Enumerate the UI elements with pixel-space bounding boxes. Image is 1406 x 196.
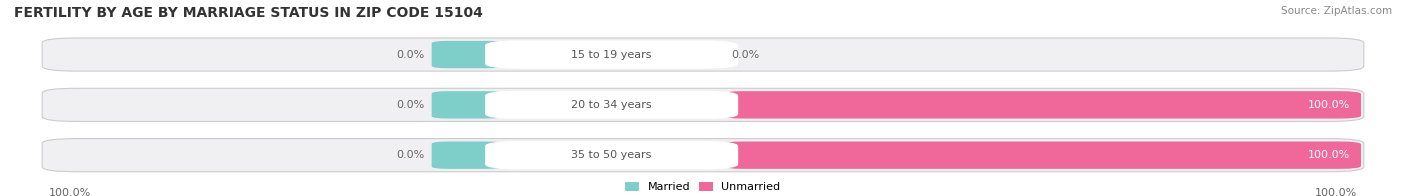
Text: FERTILITY BY AGE BY MARRIAGE STATUS IN ZIP CODE 15104: FERTILITY BY AGE BY MARRIAGE STATUS IN Z… [14,6,482,20]
Legend: Married, Unmarried: Married, Unmarried [626,182,780,192]
FancyBboxPatch shape [723,91,1361,119]
Text: 100.0%: 100.0% [1308,150,1350,160]
FancyBboxPatch shape [432,41,503,68]
FancyBboxPatch shape [432,91,503,119]
Text: 15 to 19 years: 15 to 19 years [571,50,652,60]
FancyBboxPatch shape [42,139,1364,172]
Text: 0.0%: 0.0% [396,150,425,160]
FancyBboxPatch shape [432,142,503,169]
Text: 100.0%: 100.0% [1315,188,1357,196]
FancyBboxPatch shape [485,91,738,119]
FancyBboxPatch shape [485,40,738,69]
FancyBboxPatch shape [42,88,1364,122]
FancyBboxPatch shape [485,141,738,169]
Text: 100.0%: 100.0% [49,188,91,196]
Text: 0.0%: 0.0% [396,50,425,60]
Text: 0.0%: 0.0% [731,50,759,60]
Text: 100.0%: 100.0% [1308,100,1350,110]
Text: 20 to 34 years: 20 to 34 years [571,100,652,110]
Text: 0.0%: 0.0% [396,100,425,110]
Text: Source: ZipAtlas.com: Source: ZipAtlas.com [1281,6,1392,16]
Text: 35 to 50 years: 35 to 50 years [571,150,652,160]
FancyBboxPatch shape [723,142,1361,169]
FancyBboxPatch shape [42,38,1364,71]
